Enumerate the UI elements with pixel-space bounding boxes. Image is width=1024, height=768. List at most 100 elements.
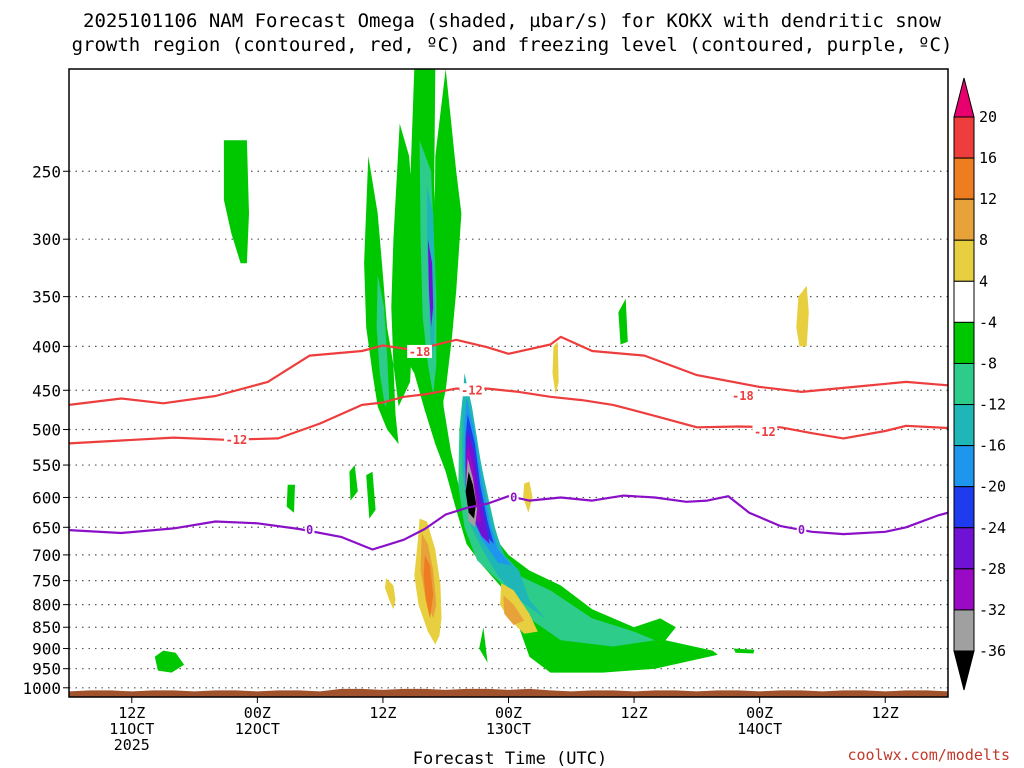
omega-region-small-blob-6 xyxy=(733,648,755,654)
x-tick-label-5-1: 00Z xyxy=(746,704,773,722)
colorbar-bin-8 xyxy=(953,445,975,488)
contour-label-bg-1-2 xyxy=(752,424,778,438)
colorbar-bin-12 xyxy=(953,609,975,652)
x-axis-label: Forecast Time (UTC) xyxy=(413,749,607,768)
colorbar-bin-4 xyxy=(953,280,975,323)
contour-label-0-1: -18 xyxy=(732,389,754,403)
omega-region-positive-small-4 xyxy=(796,285,809,347)
y-tick-label-450: 450 xyxy=(32,381,61,400)
colorbar-label-13: -36 xyxy=(979,642,1006,660)
contour-label-1-1: -12 xyxy=(461,383,483,397)
omega-region-small-blob-5 xyxy=(479,627,488,663)
colorbar-top-arrow xyxy=(953,77,975,118)
x-tick-label-4-1: 12Z xyxy=(621,704,648,722)
terrain xyxy=(69,688,948,697)
colorbar: 20 16 12 8 4 -4 -8 -12 -16 -20 -24 -28 -32 -36 xyxy=(953,77,1006,691)
colorbar-label-0: 20 xyxy=(979,108,997,126)
omega-region-positive-right-centre xyxy=(500,583,538,634)
omega-region-lower-left-blob xyxy=(154,650,185,673)
x-tick-label-2-1: 12Z xyxy=(369,704,396,722)
contour-label-bg-2-0 xyxy=(304,523,315,537)
y-tick-label-700: 700 xyxy=(32,546,61,565)
x-tick-label-5-2: 14OCT xyxy=(737,720,782,738)
colorbar-bin-2 xyxy=(953,198,975,241)
omega-region-small-blob-2 xyxy=(349,465,358,501)
y-tick-label-250: 250 xyxy=(32,162,61,181)
x-tick-label-3-1: 00Z xyxy=(495,704,522,722)
x-tick-label-1-2: 12OCT xyxy=(235,720,280,738)
omega-region-upper-core--24-to--28 xyxy=(427,239,434,328)
y-tick-label-300: 300 xyxy=(32,230,61,249)
colorbar-label-8: -16 xyxy=(979,437,1006,455)
colorbar-bin-6 xyxy=(953,362,975,406)
chart-title-line1: 2025101106 NAM Forecast Omega (shaded, µ… xyxy=(83,10,941,32)
contour-label-2-2: 0 xyxy=(798,523,805,537)
colorbar-label-7: -12 xyxy=(979,396,1006,414)
contour-label-0-0: -18 xyxy=(409,345,431,359)
colorbar-bin-0 xyxy=(953,116,975,159)
y-tick-label-750: 750 xyxy=(32,572,61,591)
x-tick-label-1-1: 00Z xyxy=(244,704,271,722)
colorbar-bin-7 xyxy=(953,404,975,447)
omega-region-mid-column xyxy=(391,123,417,407)
y-tick-label-800: 800 xyxy=(32,596,61,615)
y-tick-label-1000: 1000 xyxy=(22,679,61,698)
omega-region-positive-small-1 xyxy=(385,578,396,610)
contour-label-1-0: -12 xyxy=(226,433,248,447)
colorbar-label-9: -20 xyxy=(979,478,1006,496)
y-tick-label-350: 350 xyxy=(32,288,61,307)
contour-label-bg-2-1 xyxy=(508,490,519,504)
colorbar-label-10: -24 xyxy=(979,519,1006,537)
omega-region-core--24-to--28 xyxy=(465,429,490,545)
omega-region-positive-small-2 xyxy=(523,481,533,513)
contour-label-2-1: 0 xyxy=(510,490,517,504)
contour-label-bg-2-2 xyxy=(796,523,807,537)
contour-labels: -18 -18 -12 -12 -12 0 0 0 xyxy=(224,344,807,537)
terrain-ground xyxy=(69,688,948,697)
x-tick-label-3-2: 13OCT xyxy=(486,720,531,738)
contour--18C-isotherm xyxy=(69,335,948,406)
contour-label-2-0: 0 xyxy=(306,523,313,537)
contour-label-1-2: -12 xyxy=(754,425,776,439)
contour-label-bg-1-1 xyxy=(459,383,485,397)
colorbar-label-11: -28 xyxy=(979,560,1006,578)
y-tick-label-400: 400 xyxy=(32,337,61,356)
y-tick-label-950: 950 xyxy=(32,660,61,679)
colorbar-bottom-arrow xyxy=(953,650,975,691)
x-tick-label-6-1: 12Z xyxy=(872,704,899,722)
colorbar-bin-5 xyxy=(953,321,975,364)
omega-region-upper-left-blob xyxy=(223,140,249,264)
omega-region-small-blob-1 xyxy=(286,484,295,513)
colorbar-label-4: 4 xyxy=(979,272,988,290)
contour-label-bg-1-0 xyxy=(224,432,249,446)
omega-shading xyxy=(154,69,809,673)
contour-0C-freezing-level xyxy=(69,494,948,551)
colorbar-label-6: -8 xyxy=(979,354,997,372)
omega-region-small-blob-4 xyxy=(618,298,628,345)
omega-region-small-blob-3 xyxy=(366,471,376,519)
colorbar-label-3: 8 xyxy=(979,231,988,249)
y-tick-label-500: 500 xyxy=(32,421,61,440)
omega-region-positive-small-3 xyxy=(552,341,559,395)
omega-region-positive-right-centre-inner xyxy=(503,595,525,625)
contour--12C-isotherm xyxy=(69,387,948,445)
omega-region-updraft-column-upper xyxy=(434,69,462,415)
colorbar-bin-11 xyxy=(953,568,975,611)
colorbar-bin-9 xyxy=(953,486,975,529)
colorbar-label-2: 12 xyxy=(979,190,997,208)
credit-text: coolwx.com/modelts xyxy=(847,746,1010,764)
colorbar-label-12: -32 xyxy=(979,601,1006,619)
x-tick-label-0-2: 11OCT xyxy=(109,720,154,738)
contour-lines xyxy=(69,335,948,551)
colorbar-bin-10 xyxy=(953,527,975,570)
y-tick-label-550: 550 xyxy=(32,456,61,475)
x-tick-label-0-3: 2025 xyxy=(114,736,150,754)
colorbar-bin-1 xyxy=(953,157,975,200)
chart-title-line2: growth region (contoured, red, ºC) and f… xyxy=(72,34,953,56)
colorbar-bin-3 xyxy=(953,239,975,282)
omega-region-left-column-interior xyxy=(376,274,390,407)
y-axis: 250 300 350 400 450 500 550 600 650 700 750 800 850 9… xyxy=(22,162,69,698)
omega-region-positive-left-centre-core xyxy=(423,554,434,619)
contour-label-bg-0-0 xyxy=(407,344,432,358)
